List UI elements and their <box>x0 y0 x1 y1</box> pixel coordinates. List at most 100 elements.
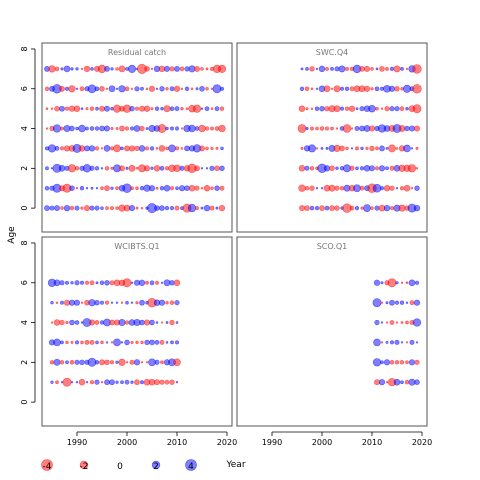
residual-bubble <box>99 86 105 92</box>
residual-bubble <box>64 86 70 91</box>
residual-bubble <box>59 146 65 151</box>
residual-bubble <box>395 321 399 324</box>
residual-bubble <box>124 379 130 385</box>
residual-bubble <box>414 280 420 285</box>
residual-bubble <box>154 339 160 345</box>
residual-bubble <box>109 360 115 365</box>
residual-bubble <box>372 358 382 367</box>
x-tick-label: 2010 <box>362 438 382 447</box>
residual-bubble <box>104 185 110 192</box>
residual-bubble <box>415 146 419 150</box>
residual-bubble <box>174 126 180 131</box>
residual-bubble <box>204 126 210 131</box>
residual-bubble <box>394 86 400 92</box>
residual-bubble <box>359 66 365 72</box>
residual-bubble <box>380 301 384 304</box>
residual-bubble <box>79 186 85 191</box>
x-tick-label: 1990 <box>262 438 282 447</box>
residual-bubble <box>124 320 130 325</box>
residual-bubble <box>405 301 409 304</box>
residual-bubble <box>75 87 79 90</box>
residual-bubble <box>67 164 77 173</box>
residual-bubble <box>184 145 190 152</box>
residual-bubble <box>220 146 224 151</box>
residual-bubble <box>115 360 119 364</box>
residual-bubble <box>370 67 374 71</box>
residual-bubble <box>79 359 85 366</box>
residual-bubble <box>335 166 339 171</box>
residual-bubble <box>304 205 310 211</box>
x-tick-label: 2010 <box>167 438 187 447</box>
residual-bubble <box>355 166 359 171</box>
residual-bubble <box>372 298 382 308</box>
residual-bubble <box>384 106 390 112</box>
residual-bubble <box>199 86 205 92</box>
residual-bubble <box>100 300 104 305</box>
residual-bubble <box>179 165 185 171</box>
residual-bubble <box>373 338 381 347</box>
residual-bubble <box>139 105 145 112</box>
residual-bubble <box>200 206 204 210</box>
residual-bubble <box>318 65 326 73</box>
residual-bubble <box>94 360 100 365</box>
residual-bubble <box>200 167 204 170</box>
residual-bubble <box>395 147 399 150</box>
residual-bubble <box>70 340 74 344</box>
residual-bubble <box>195 206 199 211</box>
residual-bubble <box>194 165 200 172</box>
residual-bubble <box>49 360 55 365</box>
residual-bubble <box>140 340 144 345</box>
panel-1: Residual catch 0 2 4 6 8 <box>20 42 233 233</box>
residual-bubble <box>413 204 421 212</box>
residual-bubble <box>409 300 415 306</box>
residual-bubble <box>100 381 104 384</box>
residual-bubble <box>174 66 180 72</box>
residual-bubble <box>203 185 211 192</box>
residual-bubble <box>354 126 360 131</box>
residual-bubble <box>118 65 126 73</box>
residual-bubble <box>124 339 130 346</box>
residual-bubble <box>180 127 184 130</box>
residual-bubble <box>329 205 335 211</box>
residual-bubble <box>63 125 71 132</box>
residual-bubble <box>100 186 104 191</box>
residual-bubble <box>144 339 150 346</box>
residual-bubble <box>138 145 146 152</box>
residual-bubble <box>330 66 334 71</box>
residual-bubble <box>175 321 179 324</box>
residual-bubble <box>104 66 110 72</box>
residual-bubble <box>200 186 204 190</box>
residual-bubble <box>219 86 225 91</box>
residual-bubble <box>145 87 149 91</box>
residual-bubble <box>134 379 140 386</box>
residual-bubble <box>369 165 375 172</box>
residual-bubble <box>310 126 314 131</box>
residual-bubble <box>104 125 110 132</box>
residual-bubble <box>59 319 65 326</box>
residual-bubble <box>155 87 159 90</box>
residual-bubble <box>163 105 171 113</box>
residual-bubble <box>375 146 379 151</box>
residual-bubble <box>84 339 90 345</box>
residual-bubble <box>408 125 416 132</box>
residual-bubble <box>325 146 329 150</box>
residual-bubble <box>139 186 145 191</box>
residual-bubble <box>305 107 309 111</box>
residual-bubble <box>145 361 149 364</box>
residual-bubble <box>74 280 80 286</box>
residual-bubble <box>155 147 159 150</box>
residual-bubble <box>94 146 100 151</box>
residual-bubble <box>298 184 306 192</box>
residual-bubble <box>169 86 175 92</box>
residual-bubble <box>192 104 202 113</box>
residual-bubble <box>375 106 379 111</box>
residual-bubble <box>323 165 331 172</box>
residual-bubble <box>99 280 105 286</box>
residual-bubble <box>359 166 365 171</box>
residual-bubble <box>205 167 209 170</box>
residual-bubble <box>150 166 154 170</box>
x-tick-label: 1990 <box>67 438 87 447</box>
residual-bubble <box>160 360 164 365</box>
residual-bubble <box>415 167 419 170</box>
residual-bubble <box>414 359 420 365</box>
